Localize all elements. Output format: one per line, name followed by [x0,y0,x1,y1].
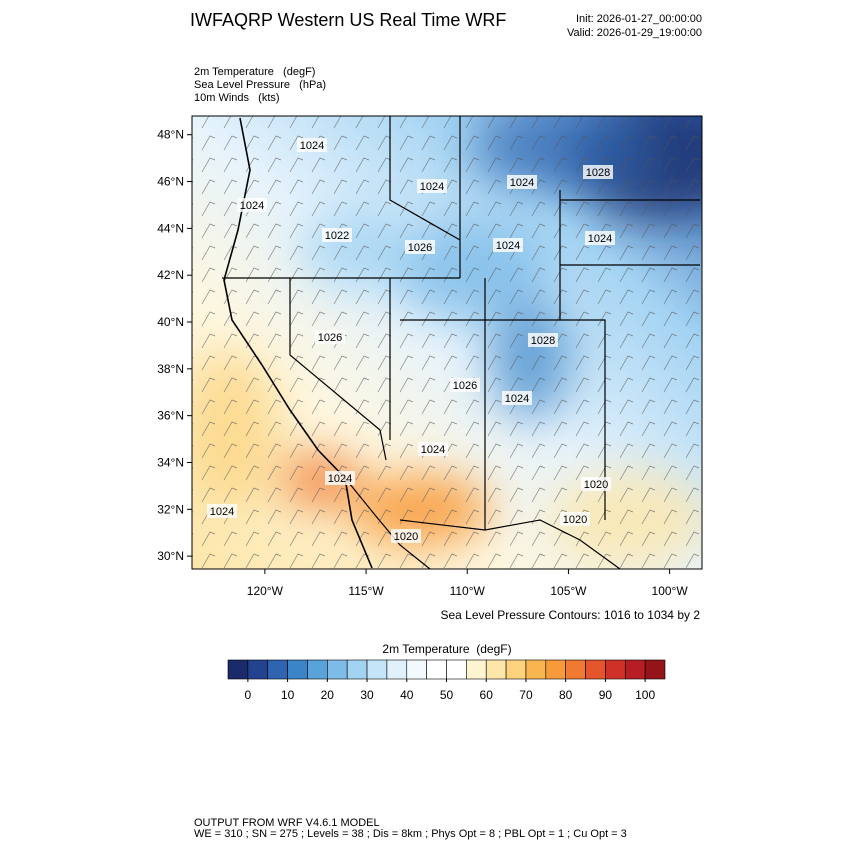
colorbar-box [585,659,606,680]
map-field [192,116,702,569]
lat-label: 40°N [157,315,184,329]
colorbar-box [366,659,388,680]
lon-label: 100°W [652,584,689,598]
colorbar-label: 50 [440,688,454,702]
contour-label-box [322,228,352,242]
contour-label-box [325,471,355,485]
colorbar-label: 100 [635,688,655,702]
contour-label-box [297,138,327,152]
colorbar-title: 2m Temperature (degF) [382,642,511,656]
footer-line: OUTPUT FROM WRF V4.6.1 MODEL [194,817,380,829]
contour-label-box [405,240,435,254]
contour-label: 1024 [588,233,612,245]
contour-label: 1024 [420,181,444,193]
colorbar-box [466,659,487,680]
colorbar-box [485,659,507,680]
contour-label: 1020 [584,479,608,491]
colorbar-label: 40 [400,688,414,702]
colorbar-box [644,659,666,680]
lon-label: 110°W [450,584,486,598]
contour-note: Sea Level Pressure Contours: 1016 to 103… [441,608,701,622]
contour-label: 1022 [325,230,349,242]
colorbar-box [327,659,348,680]
contour-label-box [237,198,267,212]
colorbar-label: 70 [519,688,533,702]
contour-label: 1024 [505,393,529,405]
contour-label: 1028 [586,167,610,179]
contour-label-box [583,165,613,179]
contour-label-box [560,512,590,526]
contour-label: 1024 [300,140,324,152]
lat-label: 34°N [157,455,184,469]
colorbar-box [386,659,408,680]
contour-label-box [418,442,448,456]
lat-label: 38°N [157,362,184,376]
colorbar-box [247,659,269,680]
lat-label: 42°N [157,268,184,282]
contour-label-box [207,504,237,518]
contour-label-box [493,238,523,252]
contour-label-box [417,179,447,193]
contour-label-box [502,391,532,405]
colorbar-box [426,659,447,680]
field-label: 10m Winds (kts) [194,92,280,104]
colorbar-box [505,659,527,680]
contour-label: 1020 [394,531,418,543]
contour-label: 1026 [408,242,432,254]
field-label: Sea Level Pressure (hPa) [194,79,326,91]
contour-label-box [315,330,345,344]
lat-label: 44°N [157,221,184,235]
colorbar-box [287,659,308,680]
lat-label: 48°N [157,128,184,142]
colorbar-box [446,659,467,680]
colorbar-box [227,659,249,680]
field-label: 2m Temperature (degF) [194,66,315,78]
contour-label-box [391,529,421,543]
contour-label-box [450,378,480,392]
lon-label: 120°W [247,584,284,598]
colorbar-label: 20 [321,688,335,702]
lat-label: 30°N [157,549,184,563]
contour-label: 1024 [328,473,352,485]
colorbar-box [406,659,427,680]
colorbar-label: 60 [480,688,494,702]
colorbar-label: 30 [360,688,374,702]
contour-label: 1026 [318,332,342,344]
init-time: Init: 2026-01-27_00:00:00 [576,13,702,25]
contour-label-box [581,477,611,491]
contour-label: 1020 [563,514,587,526]
colorbar-box [346,659,368,680]
contour-label-box [585,231,615,245]
colorbar-label: 0 [245,688,252,702]
contour-label-box [528,333,558,347]
contour-label: 1024 [510,177,534,189]
colorbar-box [565,659,586,680]
lon-label: 105°W [550,584,587,598]
lon-label: 115°W [348,584,384,598]
colorbar-label: 10 [281,688,295,702]
colorbar-box [267,659,288,680]
lat-label: 36°N [157,409,184,423]
valid-time: Valid: 2026-01-29_19:00:00 [567,27,702,39]
colorbar-box [605,659,626,680]
contour-label: 1024 [496,240,520,252]
title: IWFAQRP Western US Real Time WRF [190,10,506,30]
colorbar-label: 90 [599,688,613,702]
contour-label: 1028 [531,335,555,347]
footer-line: WE = 310 ; SN = 275 ; Levels = 38 ; Dis … [194,828,627,840]
lat-label: 32°N [157,502,184,516]
colorbar-box [545,659,566,680]
contour-label: 1024 [210,506,234,518]
contour-label-box [507,175,537,189]
lat-label: 46°N [157,175,184,189]
colorbar-box [525,659,547,680]
contour-label: 1024 [421,444,445,456]
colorbar-box [624,659,646,680]
contour-label: 1026 [453,380,477,392]
colorbar-label: 80 [559,688,573,702]
map-frame [191,115,703,570]
contour-label: 1024 [240,200,264,212]
colorbar-box [307,659,328,680]
